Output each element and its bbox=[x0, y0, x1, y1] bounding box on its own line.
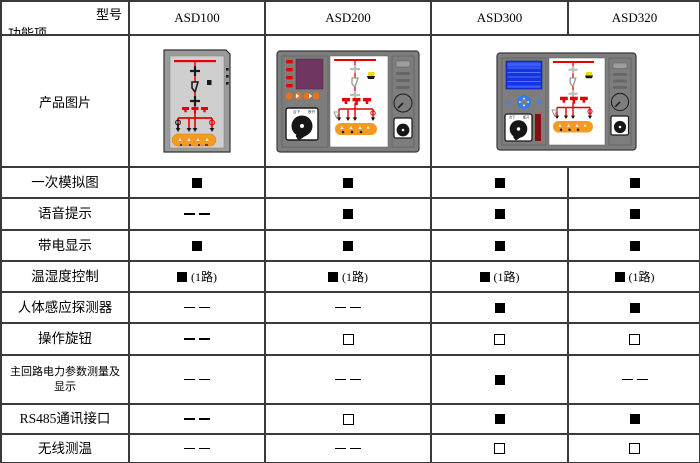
svg-text:合下: 合下 bbox=[293, 109, 301, 114]
svg-text:合下: 合下 bbox=[509, 114, 516, 119]
svg-text:断开: 断开 bbox=[308, 109, 316, 114]
svg-text:断开: 断开 bbox=[523, 114, 530, 119]
